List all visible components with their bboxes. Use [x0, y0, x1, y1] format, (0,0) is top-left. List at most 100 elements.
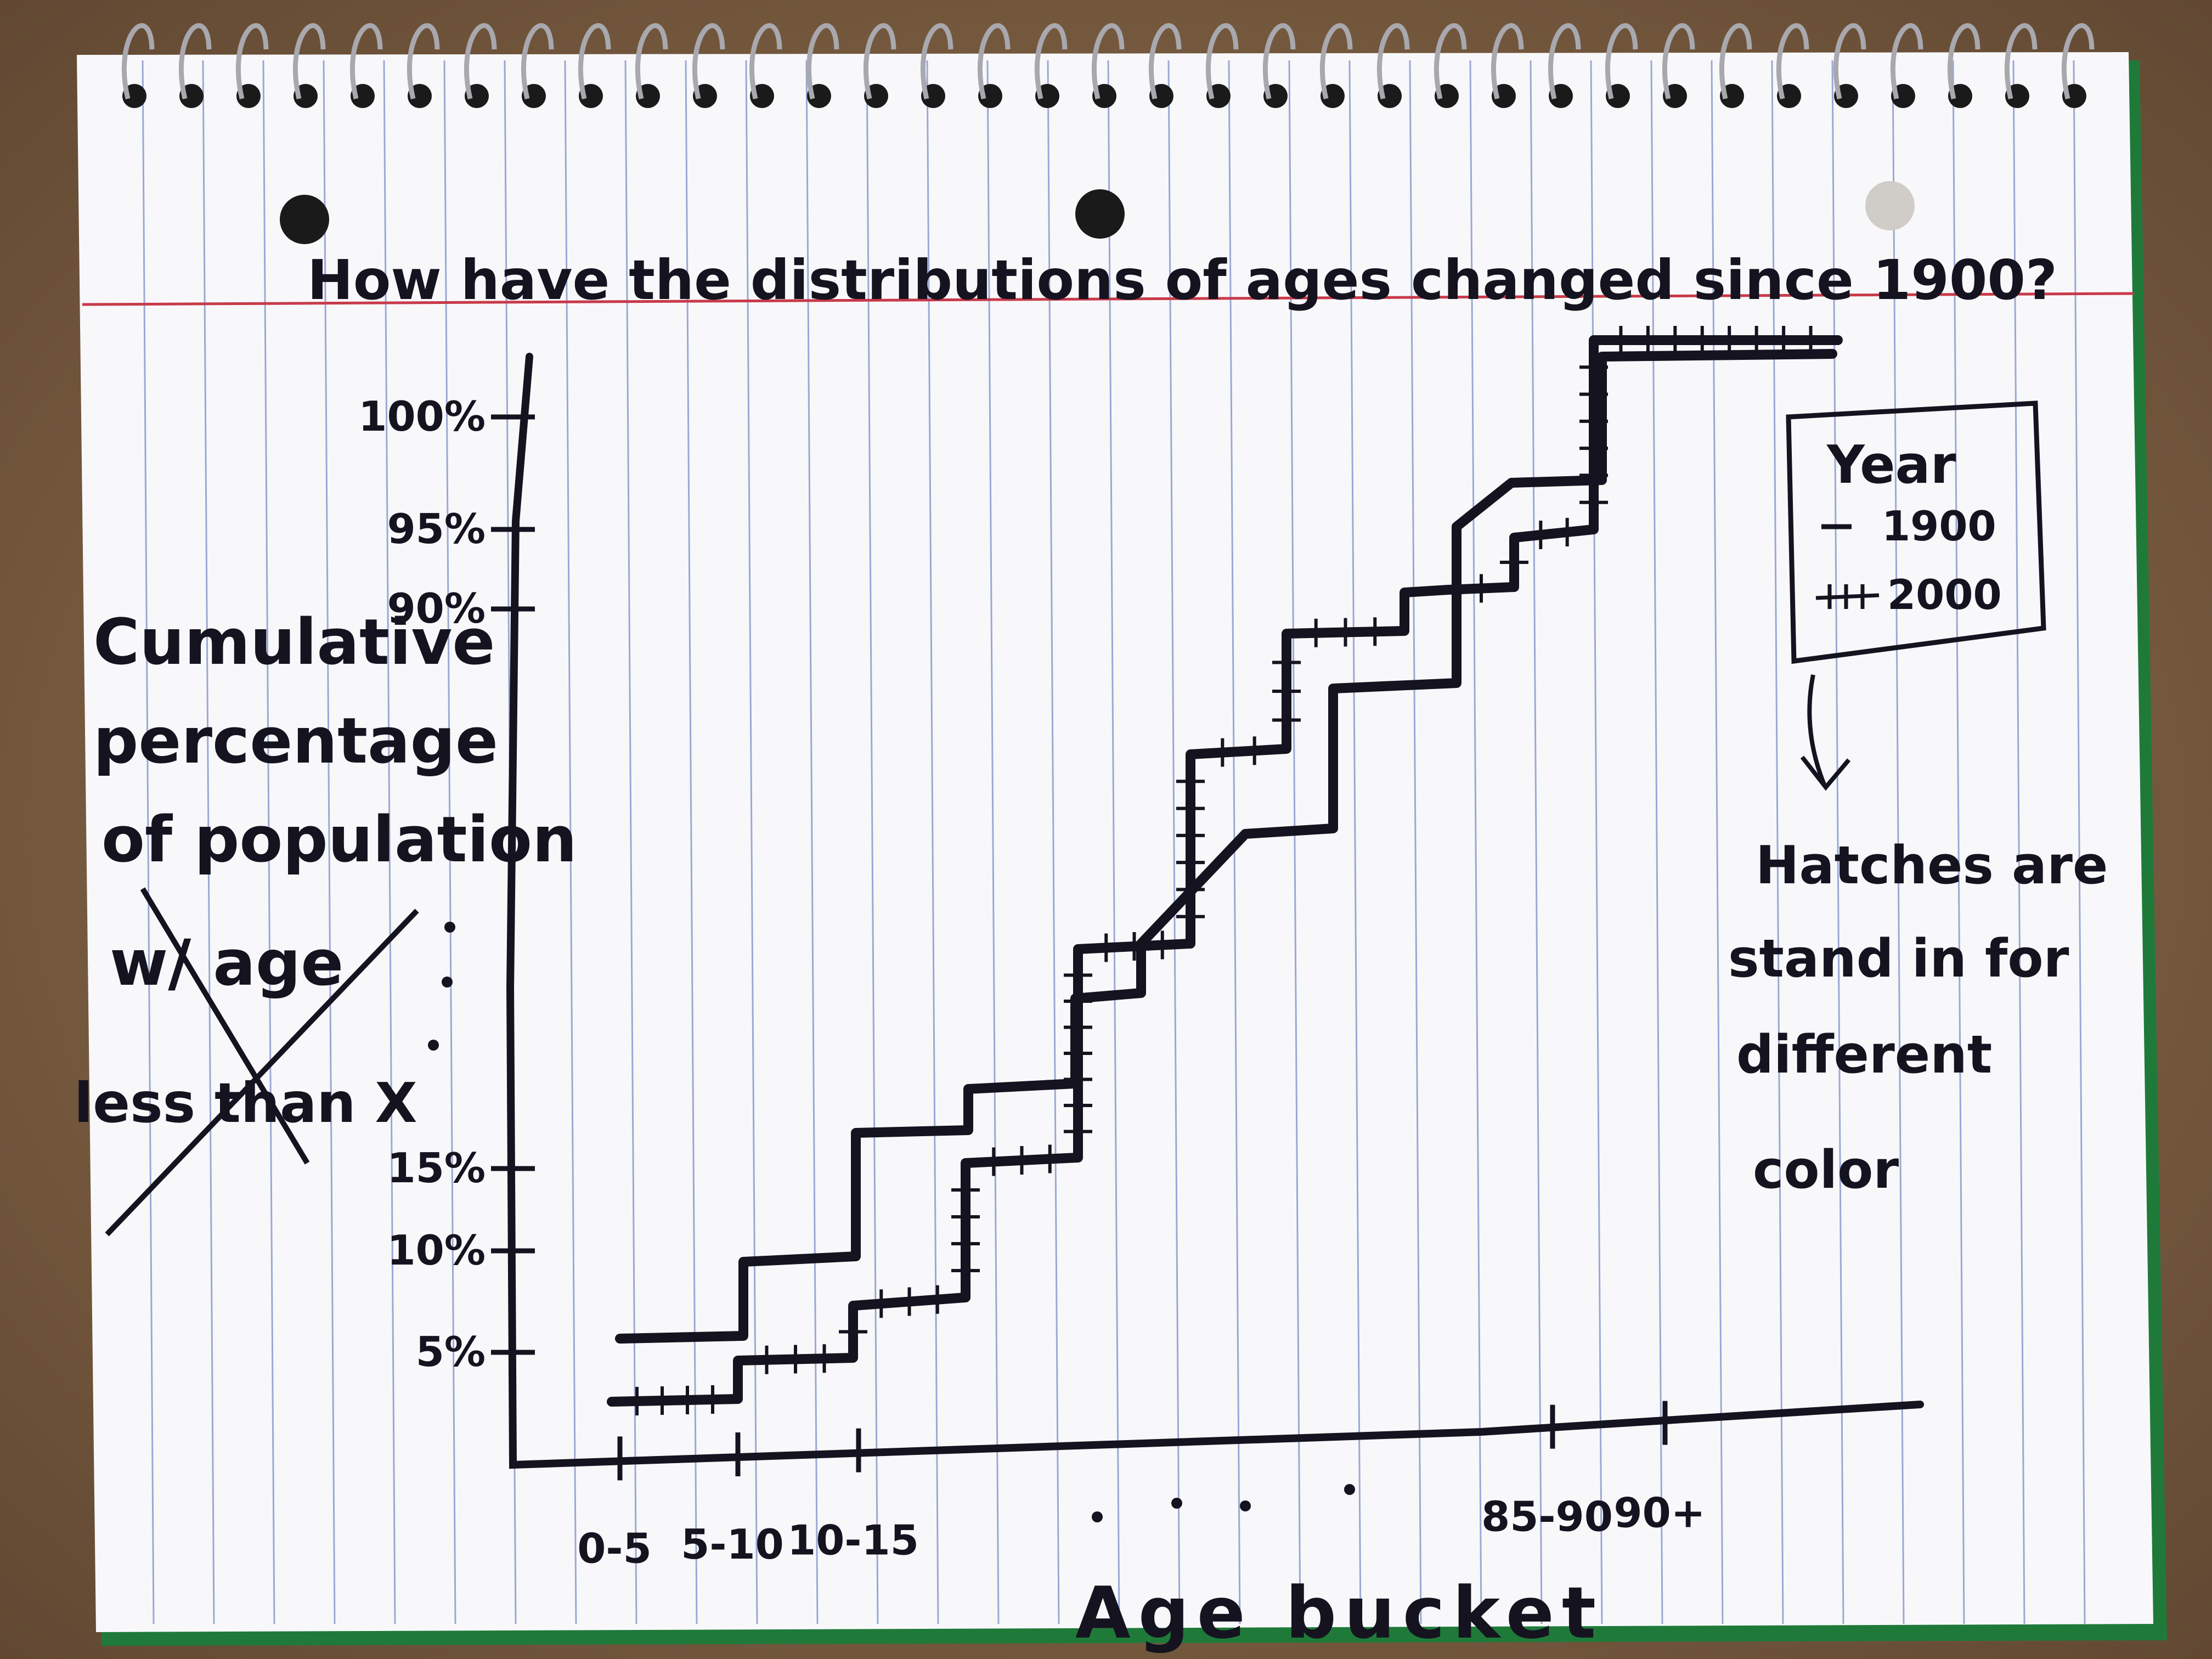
- legend: Year 1900 2000: [1786, 400, 2046, 664]
- x-tick-label: 90+: [1613, 1489, 1705, 1537]
- y-tick-label: 95%: [387, 505, 486, 553]
- series-line-2000: [607, 335, 1843, 1407]
- ruled-line: [2073, 60, 2086, 1624]
- ruled-lines: [142, 60, 2086, 1624]
- spiral-coil: [1947, 23, 1980, 100]
- y-label-line-3: of population: [101, 803, 577, 877]
- legend-marker-2000: [1815, 584, 1880, 609]
- spiral-coil: [464, 23, 497, 100]
- spiral-coil: [578, 23, 611, 100]
- x-tick-label: 5-10: [681, 1520, 784, 1568]
- spiral-coil: [1434, 23, 1467, 100]
- y-axis-label: Cumulative percentage of population w/ a…: [74, 606, 577, 1237]
- x-tick-label: 0-5: [577, 1524, 652, 1572]
- cross-out-stroke-1: [140, 887, 310, 1165]
- ruled-line: [1288, 60, 1301, 1624]
- annotation-line-2: stand in for: [1728, 929, 2069, 989]
- ruled-line: [1590, 60, 1603, 1624]
- spiral-coil: [920, 23, 953, 100]
- spiral-coil: [407, 23, 440, 100]
- legend-arrow: [1800, 674, 1851, 791]
- spiral-coil: [292, 23, 326, 100]
- x-axis-ticks: 0-5 5-10 10-15 85-90 90+: [577, 1401, 1706, 1572]
- spiral-coil: [521, 23, 554, 100]
- spiral-coil: [1719, 23, 1752, 100]
- spiral-coil: [178, 23, 212, 100]
- y-tick-label: 15%: [387, 1144, 486, 1192]
- spiral-coil: [1376, 23, 1410, 100]
- ruled-line: [1711, 60, 1724, 1624]
- spiral-coil: [2061, 23, 2095, 100]
- spiral-coil: [1662, 23, 1695, 100]
- cross-out-stroke-2: [105, 909, 419, 1237]
- spiral-coil: [692, 23, 725, 100]
- x-axis-label: Age bucket: [1075, 1571, 1604, 1655]
- legend-label-2000: 2000: [1887, 571, 2002, 619]
- ruled-line: [443, 60, 456, 1624]
- spiral-coil: [749, 23, 782, 100]
- ruled-line: [142, 60, 155, 1624]
- ruled-line: [2012, 60, 2025, 1624]
- annotation-line-4: color: [1753, 1140, 1899, 1200]
- ruled-line: [1771, 60, 1784, 1624]
- spiral-coil: [1548, 23, 1581, 100]
- spiral-coil: [1148, 23, 1182, 100]
- legend-title: Year: [1826, 435, 1956, 495]
- punch-hole: [1075, 189, 1125, 239]
- y-label-line-1: Cumulative: [93, 606, 495, 679]
- y-tick-label: 5%: [416, 1328, 486, 1376]
- y-tick-label: 90%: [387, 584, 486, 633]
- series-line-1900: [615, 349, 1837, 1344]
- spiral-coil: [349, 23, 383, 100]
- axis-ellipsis: [428, 922, 1355, 1522]
- spiral-coil: [1890, 23, 1923, 100]
- x-tick-label: 10-15: [787, 1516, 919, 1565]
- ruled-line: [1650, 60, 1663, 1624]
- spiral-coil: [806, 23, 839, 100]
- ruled-line: [685, 60, 698, 1624]
- spiral-coil: [1205, 23, 1239, 100]
- spiral-binding: [121, 23, 2095, 108]
- spiral-coil: [635, 23, 668, 100]
- margin-line: [82, 292, 2135, 306]
- series-layer: [607, 326, 1843, 1415]
- y-label-crossed-1: w/ age: [110, 927, 343, 1000]
- ruled-line: [1892, 60, 1905, 1624]
- y-axis-ticks: 5% 10% 15% 90% 95% 100%: [358, 392, 535, 1376]
- ruled-line: [383, 60, 396, 1624]
- ruled-line: [624, 60, 637, 1624]
- ruled-line: [866, 60, 879, 1624]
- legend-label-1900: 1900: [1882, 502, 1996, 550]
- punch-hole: [1865, 181, 1915, 230]
- ruled-line: [1167, 60, 1181, 1624]
- annotation: Hatches are stand in for different color: [1728, 836, 2108, 1200]
- spiral-coil: [2004, 23, 2038, 100]
- ruled-line: [202, 60, 215, 1624]
- annotation-line-1: Hatches are: [1756, 836, 2108, 896]
- ruled-line: [1530, 60, 1543, 1624]
- spiral-coil: [1605, 23, 1638, 100]
- spiral-coil: [1262, 23, 1296, 100]
- spiral-coil: [1833, 23, 1866, 100]
- chart-title: How have the distributions of ages chang…: [307, 248, 2057, 312]
- y-label-crossed-2: less than X: [74, 1071, 417, 1135]
- ruled-line: [1831, 60, 1844, 1624]
- ruled-line: [1469, 60, 1482, 1624]
- legend-box: [1786, 400, 2046, 664]
- spiral-coil: [1491, 23, 1524, 100]
- y-tick-label: 100%: [358, 392, 486, 441]
- notebook-page: [77, 52, 2167, 1646]
- ruled-line: [262, 60, 275, 1624]
- spiral-coil: [1034, 23, 1068, 100]
- ruled-line: [323, 60, 336, 1624]
- spiral-coil: [121, 23, 155, 100]
- ruled-line: [1952, 60, 1965, 1624]
- ruled-line: [1047, 60, 1060, 1624]
- annotation-line-3: different: [1736, 1025, 1992, 1085]
- ruled-line: [1409, 60, 1422, 1624]
- ruled-line: [564, 60, 577, 1624]
- punch-hole: [280, 195, 329, 244]
- spiral-coil: [977, 23, 1011, 100]
- spiral-coil: [1776, 23, 1809, 100]
